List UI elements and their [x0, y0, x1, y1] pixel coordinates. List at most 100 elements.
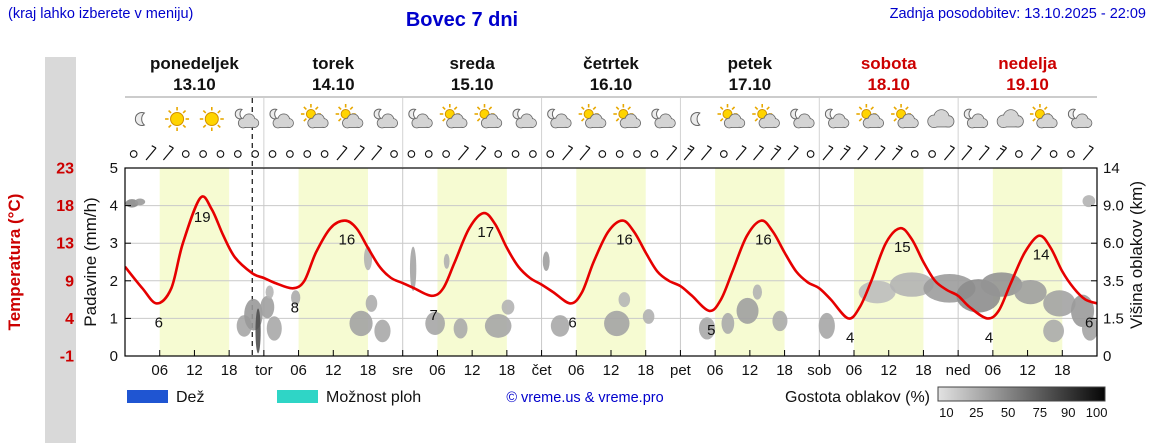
day-name: sobota [861, 54, 917, 73]
cloud-fill [486, 122, 497, 127]
x-day-label: sre [392, 362, 413, 379]
cloud-blob [698, 317, 716, 340]
temp-extreme-label: 4 [846, 329, 854, 346]
cloud-tick-label: 3.5 [1103, 273, 1124, 290]
cloud-fill [1042, 122, 1053, 127]
moon-crescent [651, 108, 660, 120]
moon-crescent [234, 108, 243, 120]
x-hour-label: 06 [151, 362, 168, 379]
cloud-fill [833, 122, 845, 127]
x-hour-label: 06 [707, 362, 724, 379]
copyright-link[interactable]: © vreme.us & vreme.pro [506, 390, 663, 406]
day-name: torek [312, 54, 354, 73]
x-day-label: tor [255, 362, 273, 379]
cloud-fill [382, 122, 393, 127]
wind-barb-icon [145, 145, 157, 161]
sun-ray [303, 118, 307, 122]
rain-label: Dež [176, 389, 204, 406]
sun-cloud-icon [856, 104, 885, 129]
wind-barb-icon [996, 145, 1008, 161]
cloud-tick-label: 6.0 [1103, 235, 1124, 252]
cloud-blob [604, 310, 630, 337]
sun-ray [182, 124, 187, 129]
cloud-density-label: Gostota oblakov (%) [785, 389, 930, 406]
sun-ray [303, 106, 307, 110]
x-hour-label: 06 [985, 362, 1002, 379]
precip-tick-label: 3 [110, 235, 118, 252]
cloud-scale-label: 25 [969, 405, 983, 420]
wind-calm-icon [216, 150, 225, 158]
cloud-blob [721, 312, 735, 334]
x-hour-label: 06 [429, 362, 446, 379]
moon-crescent [547, 108, 556, 120]
wind-calm-icon [806, 150, 815, 158]
wind-barb-icon [944, 145, 955, 161]
cloud-fill [1076, 122, 1088, 127]
sun-ray [615, 106, 620, 110]
sun-ray [893, 118, 898, 122]
x-hour-label: 18 [637, 362, 654, 379]
cloud-scale-label: 90 [1061, 405, 1075, 420]
wind-calm-icon [320, 150, 329, 158]
day-date: 13.10 [173, 75, 216, 94]
wind-calm-icon [424, 150, 433, 158]
cloud-blob [1043, 290, 1076, 317]
moon-cloud-icon [824, 108, 850, 129]
x-hour-label: 18 [1054, 362, 1071, 379]
wind-calm-icon [199, 150, 207, 158]
sun-ray [168, 109, 172, 114]
cloud-blob [752, 284, 763, 300]
moon-cloud-icon [408, 108, 433, 129]
x-hour-label: 12 [464, 362, 481, 379]
cloud-blob [772, 310, 788, 332]
day-name: četrtek [583, 54, 639, 73]
sun-ray [217, 124, 221, 129]
moon-crescent [408, 108, 417, 120]
wind-calm-icon [615, 150, 624, 158]
cloud-blob [453, 318, 468, 339]
temp-tick-label: 4 [65, 311, 74, 328]
wind-barb-icon [874, 145, 886, 161]
day-name: ponedeljek [150, 54, 239, 73]
cloud-tick-label: 14 [1103, 160, 1120, 177]
temp-tick-label: 9 [65, 273, 74, 290]
temp-extreme-label: 8 [291, 299, 299, 316]
wind-calm-icon [390, 150, 398, 158]
sun-disc [204, 112, 219, 126]
wind-barb-icon [753, 145, 764, 161]
moon-icon [134, 112, 146, 126]
sun-ray [719, 106, 724, 110]
day-date: 16.10 [590, 75, 633, 94]
wind-calm-icon [1067, 150, 1075, 158]
cloud-scale-label: 50 [1001, 405, 1015, 420]
x-hour-label: 18 [360, 362, 377, 379]
wind-barb-icon [162, 145, 174, 161]
moon-cloud-icon [234, 108, 260, 129]
cloud-fill [451, 122, 463, 127]
x-day-label: pet [670, 362, 692, 379]
cloud-blob [501, 299, 515, 315]
wind-calm-icon [719, 150, 728, 158]
wind-barb-icon [666, 145, 678, 161]
cloud-blob [266, 316, 282, 341]
precip-tick-label: 1 [110, 310, 118, 327]
legend: Dež Možnost ploh © vreme.us & vreme.pro … [127, 386, 1106, 406]
wind-calm-icon [494, 150, 503, 158]
cloud-fill [868, 122, 879, 127]
cloud-icon [927, 109, 955, 129]
cloud-blob [291, 290, 301, 306]
wind-barb-icon [787, 145, 799, 161]
wind-barb-icon [458, 145, 469, 161]
temp-extreme-label: 14 [1033, 247, 1050, 264]
day-date: 19.10 [1006, 75, 1049, 94]
sun-ray [905, 106, 909, 110]
x-day-label: ned [946, 362, 971, 379]
wind-calm-icon [1049, 150, 1058, 158]
cloud-blob [349, 310, 373, 337]
wind-calm-icon [442, 150, 450, 158]
sun-ray [592, 106, 597, 110]
wind-calm-icon [407, 150, 416, 158]
cloud-blob [484, 314, 512, 338]
wind-calm-icon [233, 150, 242, 158]
